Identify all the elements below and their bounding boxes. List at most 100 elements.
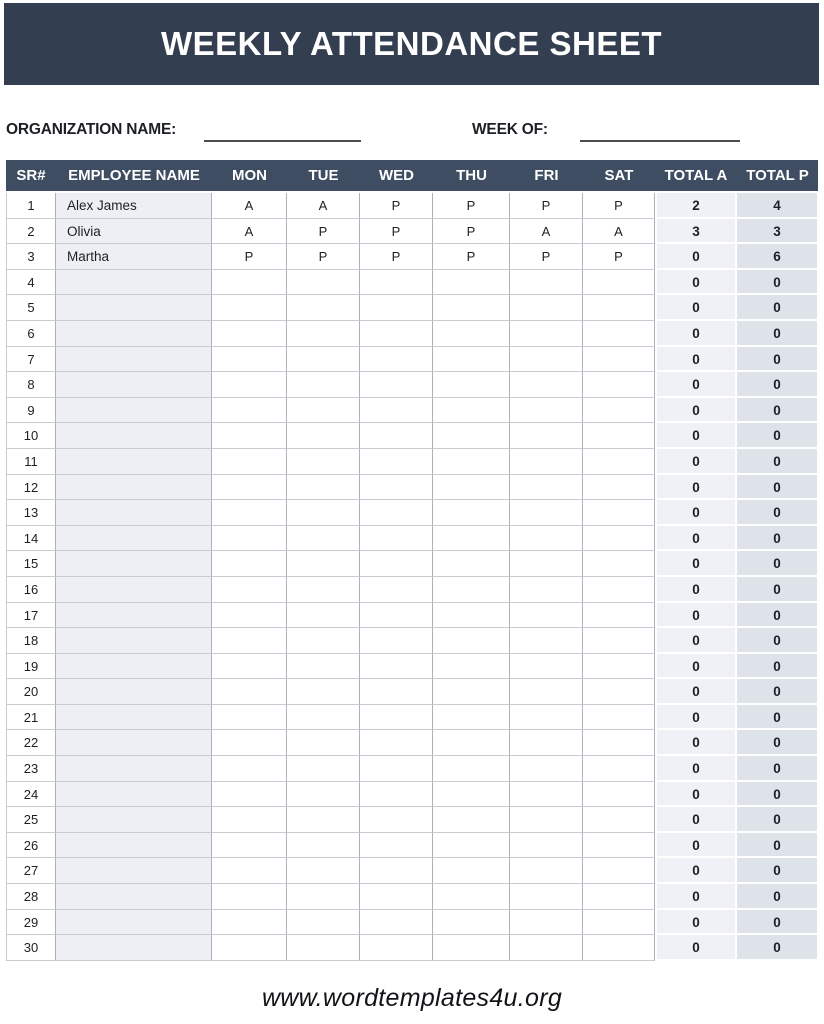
day-attendance-cell: P — [212, 244, 287, 270]
day-attendance-cell — [583, 756, 655, 782]
sr-cell: 7 — [6, 346, 56, 373]
total-p-cell: 0 — [737, 807, 818, 833]
day-attendance-cell — [510, 320, 583, 347]
employee-name-cell — [56, 269, 212, 296]
total-p-cell: 0 — [737, 781, 818, 808]
organization-name-field[interactable] — [204, 122, 361, 142]
day-attendance-cell — [510, 269, 583, 296]
employee-name-cell — [56, 346, 212, 373]
column-header-mon: MON — [212, 160, 287, 193]
day-attendance-cell — [212, 602, 287, 629]
day-attendance-cell — [360, 295, 433, 321]
total-p-cell: 0 — [737, 602, 818, 629]
day-attendance-cell — [433, 602, 510, 629]
sr-cell: 16 — [6, 576, 56, 603]
day-attendance-cell — [212, 320, 287, 347]
day-attendance-cell — [583, 551, 655, 577]
total-p-cell: 0 — [737, 295, 818, 321]
day-attendance-cell — [360, 576, 433, 603]
total-p-cell: 4 — [737, 193, 818, 219]
total-p-cell: 0 — [737, 525, 818, 552]
day-attendance-cell — [287, 704, 360, 731]
day-attendance-cell — [583, 781, 655, 808]
attendance-table: SR# EMPLOYEE NAME MON TUE WED THU FRI SAT TOTAL … — [6, 160, 818, 961]
day-attendance-cell — [287, 295, 360, 321]
sr-cell: 11 — [6, 448, 56, 475]
sr-cell: 6 — [6, 320, 56, 347]
day-attendance-cell — [287, 372, 360, 398]
total-a-cell: 0 — [655, 884, 737, 910]
sr-cell: 25 — [6, 807, 56, 833]
day-attendance-cell — [212, 704, 287, 731]
day-attendance-cell — [583, 474, 655, 501]
day-attendance-cell — [212, 884, 287, 910]
day-attendance-cell — [212, 781, 287, 808]
employee-name-cell — [56, 858, 212, 885]
day-attendance-cell — [212, 909, 287, 936]
day-attendance-cell — [360, 500, 433, 526]
day-attendance-cell — [583, 628, 655, 654]
sr-cell: 28 — [6, 884, 56, 910]
employee-name-cell — [56, 576, 212, 603]
total-p-cell: 0 — [737, 448, 818, 475]
total-a-cell: 0 — [655, 244, 737, 270]
day-attendance-cell — [287, 628, 360, 654]
employee-name-cell — [56, 730, 212, 757]
day-attendance-cell: P — [360, 193, 433, 219]
total-p-cell: 0 — [737, 832, 818, 859]
day-attendance-cell — [287, 269, 360, 296]
day-attendance-cell — [360, 653, 433, 680]
day-attendance-cell — [287, 551, 360, 577]
day-attendance-cell — [510, 832, 583, 859]
total-a-cell: 0 — [655, 346, 737, 373]
employee-name-cell — [56, 474, 212, 501]
sr-cell: 26 — [6, 832, 56, 859]
day-attendance-cell — [583, 448, 655, 475]
day-attendance-cell — [433, 525, 510, 552]
sr-cell: 2 — [6, 218, 56, 245]
total-a-cell: 0 — [655, 576, 737, 603]
sr-cell: 27 — [6, 858, 56, 885]
day-attendance-cell — [212, 500, 287, 526]
day-attendance-cell — [360, 781, 433, 808]
day-attendance-cell: P — [360, 244, 433, 270]
employee-name-cell — [56, 909, 212, 936]
employee-name-cell — [56, 679, 212, 705]
day-attendance-cell: P — [287, 218, 360, 245]
day-attendance-cell — [433, 551, 510, 577]
day-attendance-cell — [360, 269, 433, 296]
sr-cell: 19 — [6, 653, 56, 680]
sr-cell: 9 — [6, 397, 56, 424]
day-attendance-cell — [287, 679, 360, 705]
day-attendance-cell — [583, 269, 655, 296]
sr-cell: 8 — [6, 372, 56, 398]
day-attendance-cell — [583, 320, 655, 347]
day-attendance-cell — [510, 448, 583, 475]
day-attendance-cell — [287, 602, 360, 629]
sr-cell: 20 — [6, 679, 56, 705]
day-attendance-cell — [433, 756, 510, 782]
employee-name-cell — [56, 704, 212, 731]
week-of-field[interactable] — [580, 122, 740, 142]
day-attendance-cell — [510, 653, 583, 680]
day-attendance-cell — [510, 346, 583, 373]
day-attendance-cell — [510, 628, 583, 654]
employee-name-cell: Alex James — [56, 193, 212, 219]
day-attendance-cell — [433, 679, 510, 705]
day-attendance-cell — [212, 858, 287, 885]
day-attendance-cell — [583, 909, 655, 936]
day-attendance-cell — [212, 576, 287, 603]
column-header-employee-name: EMPLOYEE NAME — [56, 160, 212, 193]
day-attendance-cell — [433, 858, 510, 885]
total-a-cell: 3 — [655, 218, 737, 245]
day-attendance-cell: P — [510, 244, 583, 270]
employee-name-cell — [56, 602, 212, 629]
column-header-sr-: SR# — [6, 160, 56, 193]
day-attendance-cell — [212, 730, 287, 757]
day-attendance-cell — [433, 628, 510, 654]
day-attendance-cell — [583, 602, 655, 629]
day-attendance-cell — [287, 935, 360, 961]
sr-cell: 13 — [6, 500, 56, 526]
total-a-cell: 0 — [655, 653, 737, 680]
employee-name-cell — [56, 372, 212, 398]
